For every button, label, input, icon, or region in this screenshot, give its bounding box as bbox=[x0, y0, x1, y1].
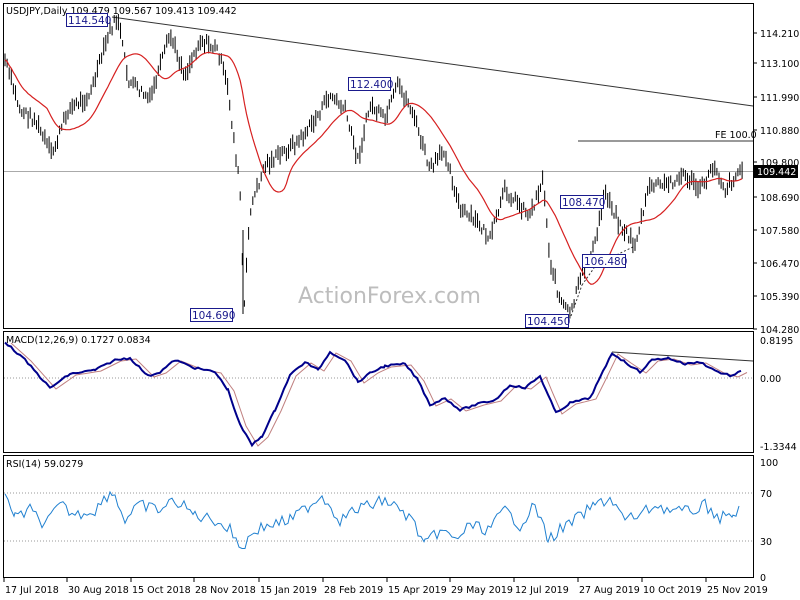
price-axis: 114.210 113.100 111.990 110.880 109.800 108.6… bbox=[753, 29, 799, 336]
svg-text:114.540: 114.540 bbox=[68, 15, 111, 27]
macd-panel bbox=[3, 331, 754, 453]
price-tick-label: 105.390 bbox=[760, 292, 799, 303]
macd-signal-line bbox=[10, 342, 748, 447]
price-tick-label: 106.470 bbox=[760, 259, 799, 270]
x-tick-label: 28 Nov 2018 bbox=[195, 585, 256, 596]
low-connector-2 bbox=[581, 267, 595, 286]
svg-text:104.690: 104.690 bbox=[192, 310, 235, 322]
x-tick-label: 15 Jan 2019 bbox=[260, 585, 317, 596]
sma-line bbox=[4, 51, 743, 285]
svg-text:108.470: 108.470 bbox=[562, 197, 605, 209]
rsi-tick-label: 30 bbox=[760, 537, 772, 548]
price-header: USDJPY,Daily 109.479 109.567 109.413 109… bbox=[6, 6, 237, 17]
x-tick-label: 17 Jul 2018 bbox=[5, 585, 59, 596]
macd-trendline bbox=[611, 351, 754, 362]
svg-text:106.480: 106.480 bbox=[584, 256, 627, 268]
rsi-tick-label: 100 bbox=[760, 458, 778, 469]
x-tick-label: 30 Aug 2018 bbox=[68, 585, 129, 596]
price-tick-label: 111.990 bbox=[760, 93, 799, 104]
x-tick-label: 25 Nov 2019 bbox=[707, 585, 768, 596]
fe-label: FE 100.0 bbox=[715, 130, 757, 141]
price-tick-label: 114.210 bbox=[760, 29, 799, 40]
annotation-114540: 114.540 bbox=[66, 13, 111, 27]
price-bars bbox=[4, 13, 743, 319]
annotation-104450: 104.450 bbox=[525, 314, 570, 328]
current-price-tag: 109.442 bbox=[754, 165, 798, 178]
rsi-tick-label: 70 bbox=[760, 489, 772, 500]
macd-tick-label: 0.00 bbox=[760, 374, 781, 385]
svg-text:109.442: 109.442 bbox=[757, 167, 796, 178]
annotation-106480: 106.480 bbox=[582, 254, 627, 268]
rsi-line bbox=[4, 490, 740, 549]
price-tick-label: 108.690 bbox=[760, 193, 799, 204]
x-tick-label: 29 May 2019 bbox=[451, 585, 513, 596]
svg-text:104.450: 104.450 bbox=[527, 316, 570, 328]
x-tick-label: 27 Aug 2019 bbox=[579, 585, 640, 596]
x-tick-label: 15 Oct 2018 bbox=[132, 585, 191, 596]
rsi-axis: 100 70 30 0 bbox=[760, 458, 778, 584]
price-panel bbox=[3, 3, 754, 329]
rsi-tick-label: 0 bbox=[760, 573, 766, 584]
annotation-108470: 108.470 bbox=[560, 195, 605, 209]
x-tick-label: 10 Oct 2019 bbox=[643, 585, 702, 596]
x-tick-label: 28 Feb 2019 bbox=[324, 585, 383, 596]
rsi-header: RSI(14) 59.0279 bbox=[6, 459, 83, 470]
macd-axis: 0.8195 0.00 -1.3344 bbox=[760, 336, 797, 453]
price-tick-label: 110.880 bbox=[760, 126, 799, 137]
x-tick-label: 15 Apr 2019 bbox=[388, 585, 447, 596]
price-tick-label: 107.580 bbox=[760, 226, 799, 237]
price-tick-label: 109.800 bbox=[760, 158, 799, 169]
annotation-104690: 104.690 bbox=[190, 308, 235, 322]
time-axis: 17 Jul 2018 30 Aug 2018 15 Oct 2018 28 Nov … bbox=[3, 578, 768, 596]
annotation-112400: 112.400 bbox=[348, 77, 393, 91]
macd-header: MACD(12,26,9) 0.1727 0.0834 bbox=[6, 335, 151, 346]
resistance-trendline bbox=[111, 16, 754, 107]
low-connector bbox=[570, 284, 583, 317]
macd-line bbox=[4, 341, 742, 448]
svg-text:112.400: 112.400 bbox=[350, 79, 393, 91]
price-tick-label: 113.100 bbox=[760, 59, 799, 70]
watermark: ActionForex.com bbox=[298, 284, 481, 309]
macd-tick-label: 0.8195 bbox=[760, 336, 793, 347]
x-tick-label: 12 Jul 2019 bbox=[515, 585, 569, 596]
macd-tick-label: -1.3344 bbox=[760, 442, 797, 453]
rsi-panel bbox=[3, 455, 754, 578]
price-tick-label: 104.280 bbox=[760, 325, 799, 336]
